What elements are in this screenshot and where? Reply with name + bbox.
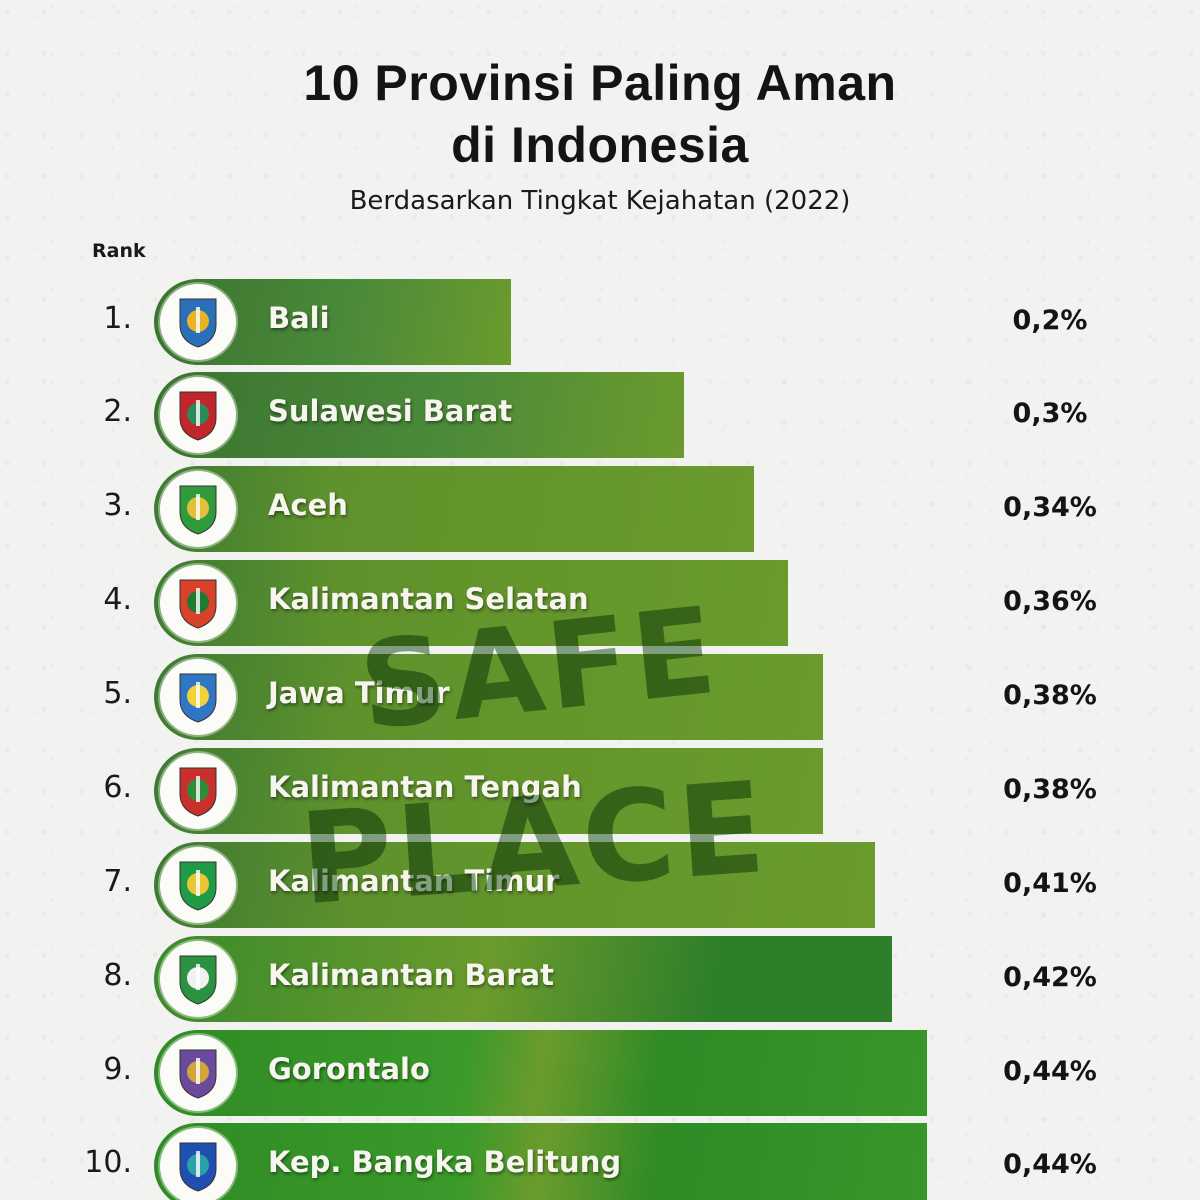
gorontalo-emblem-icon bbox=[179, 1049, 217, 1099]
crime-rate-value: 0,42% bbox=[1003, 962, 1097, 993]
crime-rate-value: 0,38% bbox=[1003, 774, 1097, 805]
rank-number: 8. bbox=[103, 958, 132, 993]
logo-badge bbox=[160, 284, 236, 360]
ranking-row: 10. Kep. Bangka Belitung 0,44% bbox=[0, 1123, 1200, 1200]
bar: Kalimantan Barat bbox=[154, 936, 892, 1022]
logo-badge bbox=[160, 659, 236, 735]
aceh-emblem-icon bbox=[179, 485, 217, 535]
bar: Kep. Bangka Belitung bbox=[154, 1123, 927, 1200]
logo-badge bbox=[160, 1128, 236, 1200]
bar-fill bbox=[154, 654, 823, 740]
province-name: Kep. Bangka Belitung bbox=[268, 1145, 622, 1179]
bar: Bali bbox=[154, 279, 511, 365]
rank-number: 3. bbox=[103, 488, 132, 523]
bar-fill bbox=[154, 1030, 927, 1116]
ranking-row: 7. Kalimantan Timur 0,41% bbox=[0, 842, 1200, 928]
bar: Aceh bbox=[154, 466, 754, 552]
sulawesi-barat-emblem-icon bbox=[179, 391, 217, 441]
rank-number: 5. bbox=[103, 676, 132, 711]
bar: Sulawesi Barat bbox=[154, 372, 684, 458]
province-name: Sulawesi Barat bbox=[268, 394, 513, 428]
bar: Kalimantan Selatan bbox=[154, 560, 788, 646]
province-name: Kalimantan Tengah bbox=[268, 770, 582, 804]
kalimantan-selatan-emblem-icon bbox=[179, 579, 217, 629]
logo-badge bbox=[160, 1035, 236, 1111]
ranking-row: 2. Sulawesi Barat 0,3% bbox=[0, 372, 1200, 458]
jawa-timur-emblem-icon bbox=[179, 673, 217, 723]
ranking-row: 3. Aceh 0,34% bbox=[0, 466, 1200, 552]
kalimantan-tengah-emblem-icon bbox=[179, 767, 217, 817]
rank-number: 4. bbox=[103, 582, 132, 617]
rank-number: 10. bbox=[84, 1145, 132, 1180]
kalimantan-barat-emblem-icon bbox=[179, 955, 217, 1005]
ranking-row: 4. Kalimantan Selatan 0,36% bbox=[0, 560, 1200, 646]
ranking-row: 8. Kalimantan Barat 0,42% bbox=[0, 936, 1200, 1022]
rank-number: 2. bbox=[103, 394, 132, 429]
bar-fill bbox=[154, 748, 823, 834]
page-title-line2: di Indonesia bbox=[451, 117, 749, 173]
rank-number: 6. bbox=[103, 770, 132, 805]
crime-rate-value: 0,36% bbox=[1003, 586, 1097, 617]
crime-rate-value: 0,2% bbox=[1012, 305, 1088, 336]
crime-rate-value: 0,44% bbox=[1003, 1056, 1097, 1087]
bar-fill bbox=[154, 842, 875, 928]
bar: Kalimantan Tengah bbox=[154, 748, 823, 834]
rank-column-header: Rank bbox=[92, 240, 146, 262]
logo-badge bbox=[160, 753, 236, 829]
province-name: Jawa Timur bbox=[268, 676, 450, 710]
logo-badge bbox=[160, 565, 236, 641]
province-name: Bali bbox=[268, 301, 330, 335]
bar-fill bbox=[154, 372, 684, 458]
bar-fill bbox=[154, 466, 754, 552]
crime-rate-value: 0,44% bbox=[1003, 1149, 1097, 1180]
province-name: Kalimantan Timur bbox=[268, 864, 560, 898]
province-name: Gorontalo bbox=[268, 1052, 430, 1086]
bar: Jawa Timur bbox=[154, 654, 823, 740]
ranking-row: 5. Jawa Timur 0,38% bbox=[0, 654, 1200, 740]
rank-number: 9. bbox=[103, 1052, 132, 1087]
logo-badge bbox=[160, 847, 236, 923]
bar: Kalimantan Timur bbox=[154, 842, 875, 928]
province-name: Aceh bbox=[268, 488, 348, 522]
page-title-line1: 10 Provinsi Paling Aman bbox=[303, 55, 897, 111]
bangka-belitung-emblem-icon bbox=[179, 1142, 217, 1192]
rank-number: 7. bbox=[103, 864, 132, 899]
bar-fill bbox=[154, 1123, 927, 1200]
ranking-row: 9. Gorontalo 0,44% bbox=[0, 1030, 1200, 1116]
bar: Gorontalo bbox=[154, 1030, 927, 1116]
crime-rate-value: 0,34% bbox=[1003, 492, 1097, 523]
logo-badge bbox=[160, 471, 236, 547]
crime-rate-value: 0,3% bbox=[1012, 398, 1088, 429]
kalimantan-timur-emblem-icon bbox=[179, 861, 217, 911]
bali-emblem-icon bbox=[179, 298, 217, 348]
bar-fill bbox=[154, 936, 892, 1022]
province-name: Kalimantan Barat bbox=[268, 958, 554, 992]
crime-rate-value: 0,41% bbox=[1003, 868, 1097, 899]
crime-rate-value: 0,38% bbox=[1003, 680, 1097, 711]
logo-badge bbox=[160, 941, 236, 1017]
bar-fill bbox=[154, 560, 788, 646]
province-name: Kalimantan Selatan bbox=[268, 582, 589, 616]
logo-badge bbox=[160, 377, 236, 453]
ranking-row: 1. Bali 0,2% bbox=[0, 279, 1200, 365]
ranking-row: 6. Kalimantan Tengah 0,38% bbox=[0, 748, 1200, 834]
page-subtitle: Berdasarkan Tingkat Kejahatan (2022) bbox=[349, 186, 851, 216]
rank-number: 1. bbox=[103, 301, 132, 336]
